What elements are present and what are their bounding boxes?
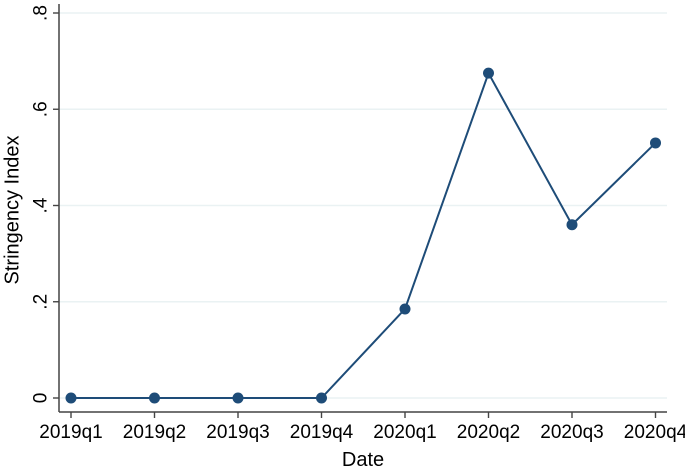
- x-tick-label: 2020q1: [373, 422, 436, 443]
- data-point: [316, 392, 327, 404]
- y-tick-label: .6: [31, 101, 52, 117]
- y-tick-label: 0: [31, 393, 52, 404]
- y-tick-label: .2: [31, 294, 52, 310]
- data-point: [483, 67, 494, 79]
- data-point: [399, 303, 411, 315]
- x-tick-label: 2019q2: [123, 422, 186, 443]
- x-tick-label: 2019q3: [206, 422, 269, 443]
- y-tick-label: .8: [31, 5, 52, 21]
- x-tick-label: 2019q4: [290, 422, 354, 443]
- data-point: [65, 392, 77, 404]
- data-point: [232, 392, 244, 404]
- series-line: [71, 70, 657, 399]
- y-axis-title: Stringency Index: [1, 135, 24, 285]
- x-tick-label: 2020q2: [457, 422, 520, 443]
- data-point: [149, 392, 160, 404]
- data-point: [650, 137, 661, 149]
- y-tick-label: .4: [31, 197, 52, 213]
- x-tick-label: 2020q3: [540, 422, 603, 443]
- x-axis-title: Date: [341, 449, 385, 470]
- data-point: [566, 219, 578, 231]
- x-tick-label: 2020q4: [624, 422, 685, 443]
- x-tick-label: 2019q1: [39, 422, 102, 443]
